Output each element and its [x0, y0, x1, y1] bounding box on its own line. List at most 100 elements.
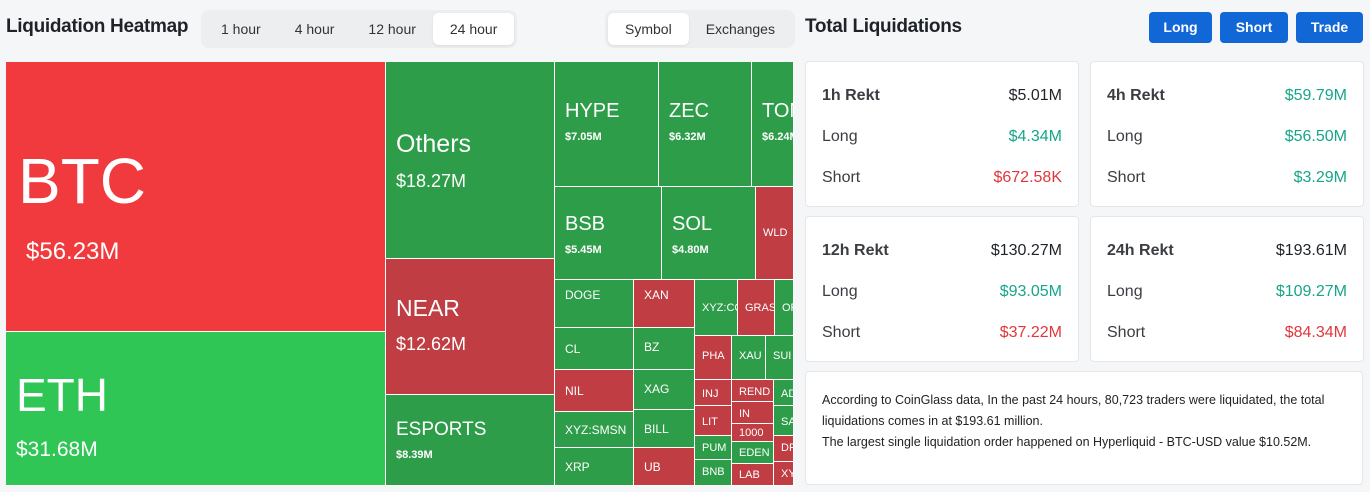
tile-symbol: XAU: [739, 350, 762, 362]
card-label: 24h Rekt: [1107, 241, 1174, 259]
tile-symbol: Others: [396, 130, 472, 158]
heatmap-tile-xyz-smsn[interactable]: XYZ:SMSN: [555, 412, 634, 448]
heatmap-tile-xrp[interactable]: XRP: [555, 448, 634, 486]
tile-symbol: REND: [739, 386, 771, 398]
tile-symbol: XRP: [565, 460, 590, 474]
heatmap-tile-in[interactable]: IN: [732, 402, 774, 424]
heatmap-tile-eden[interactable]: EDEN: [732, 442, 774, 464]
view-tabs: Symbol Exchanges: [605, 10, 795, 48]
card-label: 1h Rekt: [822, 86, 880, 104]
heatmap-tile-sol[interactable]: SOL $4.80M: [662, 187, 756, 280]
heatmap-tile-others[interactable]: Others $18.27M: [386, 62, 555, 259]
heatmap-tile-bsb[interactable]: BSB $5.45M: [555, 187, 662, 280]
tab-exchanges[interactable]: Exchanges: [705, 21, 775, 37]
short-value: $84.34M: [1284, 323, 1347, 341]
heatmap-tile-doge[interactable]: DOGE: [555, 280, 634, 328]
tile-value: $31.68M: [16, 438, 98, 461]
heatmap-tile-inj[interactable]: INJ: [695, 380, 732, 406]
rekt-card-24h: 24h Rekt $193.61M Long $109.27M Short $84.3…: [1090, 216, 1364, 362]
card-label: 12h Rekt: [822, 241, 889, 259]
heatmap-tile-esports[interactable]: ESPORTS $8.39M: [386, 395, 555, 486]
heatmap-tile-xan[interactable]: XAN: [634, 280, 695, 328]
long-label: Long: [1107, 282, 1143, 300]
tile-symbol: GRASS: [745, 302, 774, 314]
tile-symbol: ZEC: [669, 100, 709, 122]
heatmap-tile-1000[interactable]: 1000: [732, 424, 774, 442]
heatmap-tile-rend[interactable]: REND: [732, 380, 774, 402]
card-label: 4h Rekt: [1107, 86, 1165, 104]
tile-symbol: BZ: [644, 340, 660, 354]
tile-symbol: IN: [739, 408, 750, 420]
tile-symbol: NEAR: [396, 295, 460, 321]
heatmap-tile-cl[interactable]: CL: [555, 328, 634, 370]
heatmap-tile-grass[interactable]: GRASS: [738, 280, 775, 336]
heatmap-tile-xyz-coin[interactable]: XYZ:COIN: [695, 280, 738, 336]
tab-12-hour[interactable]: 12 hour: [368, 21, 416, 37]
long-button[interactable]: Long: [1149, 12, 1212, 43]
short-label: Short: [1107, 323, 1146, 341]
heatmap-tile-zec[interactable]: ZEC $6.32M: [659, 62, 752, 187]
short-button[interactable]: Short: [1220, 12, 1288, 43]
heatmap-tile-bz[interactable]: BZ: [634, 328, 695, 370]
rekt-card-12h: 12h Rekt $130.27M Long $93.05M Short $37.22…: [805, 216, 1079, 362]
tile-symbol: SA: [781, 416, 793, 428]
short-value: $672.58K: [993, 168, 1062, 186]
tile-symbol: XY: [781, 468, 793, 480]
heatmap-tile-ad[interactable]: AD: [774, 380, 794, 406]
heatmap-tile-eth[interactable]: ETH $31.68M: [6, 332, 386, 486]
liquidation-heatmap: BTC $56.23M ETH $31.68M Others $18.27M N…: [6, 62, 794, 486]
heatmap-tile-ub[interactable]: UB: [634, 448, 695, 486]
tile-symbol: SUI: [773, 350, 792, 362]
heatmap-tile-pha[interactable]: PHA: [695, 336, 732, 380]
card-total: $59.79M: [1284, 86, 1347, 104]
tab-24-hour[interactable]: 24 hour: [432, 13, 515, 45]
tile-value: $12.62M: [396, 334, 467, 354]
heatmap-tile-hype[interactable]: HYPE $7.05M: [555, 62, 659, 187]
tile-symbol: AD: [781, 388, 793, 400]
tile-symbol: XYZ:SMSN: [565, 423, 627, 437]
tile-symbol: SOL: [672, 213, 713, 235]
trade-button[interactable]: Trade: [1296, 12, 1363, 43]
long-value: $56.50M: [1284, 127, 1347, 145]
tile-value: $4.80M: [672, 244, 709, 256]
heatmap-tile-xy[interactable]: XY: [774, 462, 794, 486]
heatmap-tile-bnb[interactable]: BNB: [695, 460, 732, 486]
tile-symbol: NIL: [565, 384, 584, 398]
heatmap-tile-near[interactable]: NEAR $12.62M: [386, 259, 555, 395]
tile-symbol: DR: [781, 442, 793, 454]
summary-text-2: The largest single liquidation order hap…: [822, 435, 1312, 449]
heatmap-tile-sui[interactable]: SUI: [766, 336, 794, 380]
card-total: $130.27M: [990, 241, 1062, 259]
heatmap-tile-xau[interactable]: XAU: [732, 336, 766, 380]
tile-symbol: WLD: [763, 227, 788, 239]
heatmap-tile-lab[interactable]: LAB: [732, 464, 774, 486]
tab-symbol[interactable]: Symbol: [608, 13, 689, 45]
tile-symbol: BTC: [18, 145, 146, 217]
heatmap-tile-pum[interactable]: PUM: [695, 436, 732, 460]
long-label: Long: [822, 282, 858, 300]
heatmap-tile-sa[interactable]: SA: [774, 406, 794, 436]
card-total: $193.61M: [1275, 241, 1347, 259]
total-liquidations-title: Total Liquidations: [805, 16, 962, 37]
tile-symbol: XYZ:COIN: [702, 302, 737, 314]
heatmap-tile-xag[interactable]: XAG: [634, 370, 695, 410]
tile-symbol: CL: [565, 342, 581, 356]
tile-symbol: PHA: [702, 350, 725, 362]
heatmap-tile-ordi[interactable]: ORDI: [775, 280, 794, 336]
long-value: $4.34M: [1008, 127, 1062, 145]
heatmap-tile-lit[interactable]: LIT: [695, 406, 732, 436]
heatmap-tile-bill[interactable]: BILL: [634, 410, 695, 448]
tab-4-hour[interactable]: 4 hour: [294, 21, 335, 37]
tile-symbol: INJ: [702, 388, 719, 400]
short-label: Short: [822, 323, 861, 341]
tile-symbol: EDEN: [739, 447, 770, 459]
rekt-card-1h: 1h Rekt $5.01M Long $4.34M Short $672.58K: [805, 61, 1079, 207]
tile-value: $7.05M: [565, 131, 602, 143]
heatmap-tile-wld[interactable]: WLD: [756, 187, 794, 280]
tab-1-hour[interactable]: 1 hour: [221, 21, 261, 37]
heatmap-tile-dr[interactable]: DR: [774, 436, 794, 462]
heatmap-tile-nil[interactable]: NIL: [555, 370, 634, 412]
heatmap-tile-ton[interactable]: TON $6.24M: [752, 62, 794, 187]
heatmap-tile-btc[interactable]: BTC $56.23M: [6, 62, 386, 332]
tile-value: $5.45M: [565, 244, 602, 256]
